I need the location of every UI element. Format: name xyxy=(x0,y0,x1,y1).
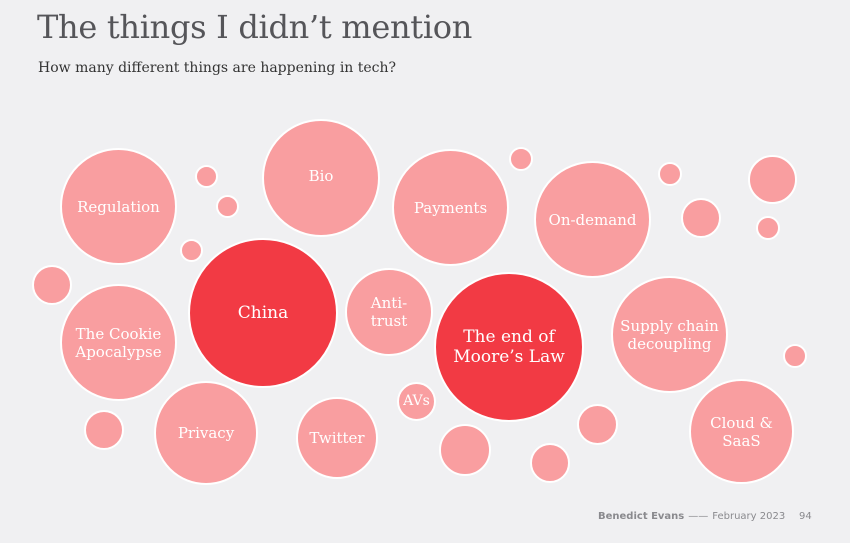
bubble-avs: AVs xyxy=(397,382,436,421)
bubble-label: Twitter xyxy=(309,429,365,447)
bubble-on-demand: On-demand xyxy=(534,161,651,278)
bubble-label: Anti- trust xyxy=(370,294,408,330)
bubble-label: The Cookie Apocalypse xyxy=(75,324,162,361)
bubble-twitter: Twitter xyxy=(296,397,378,479)
bubble-moores-law: The end of Moore’s Law xyxy=(434,272,584,422)
small-bubble xyxy=(32,265,72,305)
bubble-cookie: The Cookie Apocalypse xyxy=(60,284,177,401)
bubble-bio: Bio xyxy=(262,119,380,237)
bubble-label: Regulation xyxy=(77,197,160,216)
footer-credit: Benedict Evans —— February 2023 xyxy=(598,511,785,522)
slide-subtitle: How many different things are happening … xyxy=(38,60,397,76)
small-bubble xyxy=(509,147,533,171)
bubble-china: China xyxy=(188,238,338,388)
bubble-antitrust: Anti- trust xyxy=(345,268,433,356)
small-bubble xyxy=(756,216,780,240)
bubble-label: Privacy xyxy=(177,424,235,442)
bubble-supply-chain: Supply chain decoupling xyxy=(611,276,728,393)
bubble-label: Payments xyxy=(413,198,488,217)
small-bubble xyxy=(681,198,721,238)
bubble-label: China xyxy=(237,302,289,323)
bubble-label: Supply chain decoupling xyxy=(620,316,719,353)
slide-title: The things I didn’t mention xyxy=(37,8,473,46)
small-bubble xyxy=(783,344,807,368)
bubble-label: Bio xyxy=(308,167,334,185)
small-bubble xyxy=(530,443,570,483)
small-bubble xyxy=(748,155,797,204)
small-bubble xyxy=(195,165,218,188)
page-number: 94 xyxy=(799,511,812,522)
small-bubble xyxy=(577,404,618,445)
bubble-label: AVs xyxy=(403,393,430,410)
footer-date: February 2023 xyxy=(712,511,786,522)
bubble-privacy: Privacy xyxy=(154,381,258,485)
bubble-regulation: Regulation xyxy=(60,148,177,265)
bubble-label: On-demand xyxy=(548,210,637,229)
footer-author: Benedict Evans xyxy=(598,511,685,522)
small-bubble xyxy=(180,239,203,262)
footer-separator: —— xyxy=(688,511,709,522)
small-bubble xyxy=(84,410,124,450)
small-bubble xyxy=(658,162,682,186)
bubble-label: The end of Moore’s Law xyxy=(453,326,565,367)
bubble-payments: Payments xyxy=(392,149,509,266)
bubble-label: Cloud & SaaS xyxy=(710,413,773,450)
small-bubble xyxy=(439,424,491,476)
bubble-cloud: Cloud & SaaS xyxy=(689,379,794,484)
small-bubble xyxy=(216,195,239,218)
